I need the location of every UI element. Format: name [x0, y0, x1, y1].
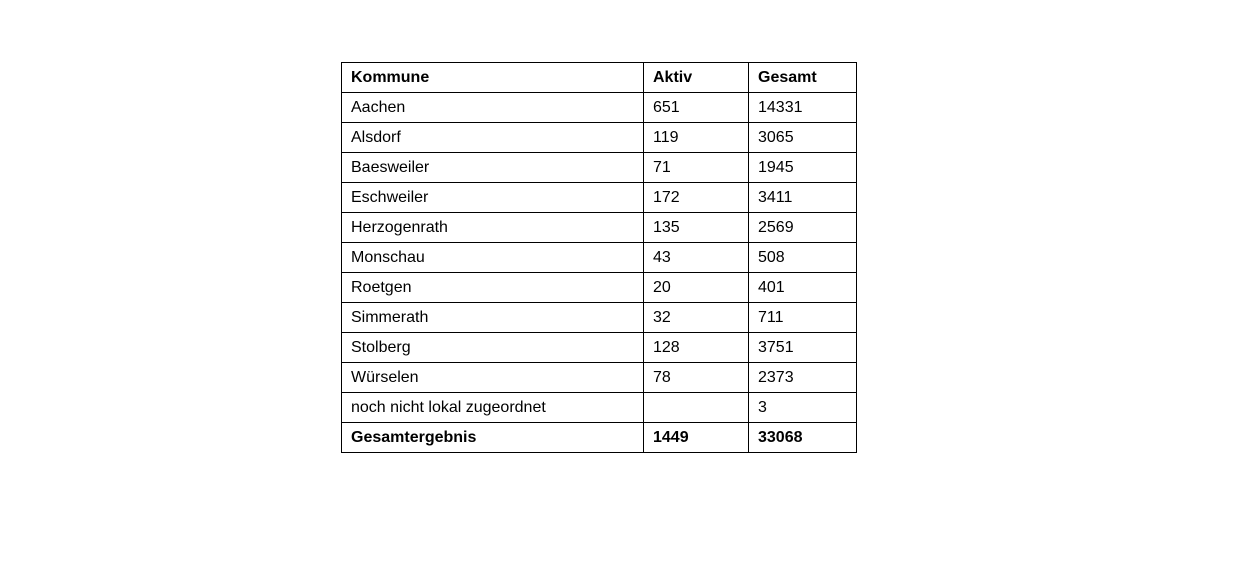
cell-kommune: Monschau	[341, 242, 644, 273]
table-row: Baesweiler 71 1945	[341, 152, 857, 183]
table-row: Simmerath 32 711	[341, 302, 857, 333]
cell-kommune: Würselen	[341, 362, 644, 393]
table-row: Eschweiler 172 3411	[341, 182, 857, 213]
cell-gesamt: 508	[748, 242, 857, 273]
table-row: Aachen 651 14331	[341, 92, 857, 123]
cell-kommune: noch nicht lokal zugeordnet	[341, 392, 644, 423]
cell-gesamt: 2569	[748, 212, 857, 243]
total-cell-aktiv: 1449	[643, 422, 749, 453]
cell-aktiv: 119	[643, 122, 749, 153]
cell-gesamt: 3751	[748, 332, 857, 363]
cell-aktiv	[643, 392, 749, 423]
cell-kommune: Roetgen	[341, 272, 644, 303]
table-row: Stolberg 128 3751	[341, 332, 857, 363]
cell-aktiv: 128	[643, 332, 749, 363]
total-cell-gesamt: 33068	[748, 422, 857, 453]
header-cell-gesamt: Gesamt	[748, 62, 857, 93]
cell-kommune: Eschweiler	[341, 182, 644, 213]
cell-gesamt: 401	[748, 272, 857, 303]
header-cell-aktiv: Aktiv	[643, 62, 749, 93]
table-header: Kommune Aktiv Gesamt	[341, 62, 857, 93]
cell-kommune: Baesweiler	[341, 152, 644, 183]
table-row: noch nicht lokal zugeordnet 3	[341, 392, 857, 423]
cell-gesamt: 2373	[748, 362, 857, 393]
cell-aktiv: 32	[643, 302, 749, 333]
cell-gesamt: 3065	[748, 122, 857, 153]
cell-gesamt: 3411	[748, 182, 857, 213]
cell-kommune: Herzogenrath	[341, 212, 644, 243]
table-row: Roetgen 20 401	[341, 272, 857, 303]
cell-kommune: Aachen	[341, 92, 644, 123]
cell-gesamt: 14331	[748, 92, 857, 123]
total-cell-kommune: Gesamtergebnis	[341, 422, 644, 453]
cell-kommune: Stolberg	[341, 332, 644, 363]
table-body: Aachen 651 14331 Alsdorf 119 3065 Baeswe…	[341, 92, 857, 453]
kommune-table: Kommune Aktiv Gesamt Aachen 651 14331 Al…	[341, 62, 857, 453]
cell-kommune: Simmerath	[341, 302, 644, 333]
cell-aktiv: 71	[643, 152, 749, 183]
cell-aktiv: 20	[643, 272, 749, 303]
cell-aktiv: 43	[643, 242, 749, 273]
cell-aktiv: 78	[643, 362, 749, 393]
total-row: Gesamtergebnis 1449 33068	[341, 422, 857, 453]
table-row: Alsdorf 119 3065	[341, 122, 857, 153]
cell-aktiv: 135	[643, 212, 749, 243]
header-row: Kommune Aktiv Gesamt	[341, 62, 857, 93]
cell-kommune: Alsdorf	[341, 122, 644, 153]
table-row: Monschau 43 508	[341, 242, 857, 273]
table-row: Herzogenrath 135 2569	[341, 212, 857, 243]
header-cell-kommune: Kommune	[341, 62, 644, 93]
cell-gesamt: 1945	[748, 152, 857, 183]
cell-aktiv: 172	[643, 182, 749, 213]
cell-aktiv: 651	[643, 92, 749, 123]
cell-gesamt: 711	[748, 302, 857, 333]
table-row: Würselen 78 2373	[341, 362, 857, 393]
cell-gesamt: 3	[748, 392, 857, 423]
